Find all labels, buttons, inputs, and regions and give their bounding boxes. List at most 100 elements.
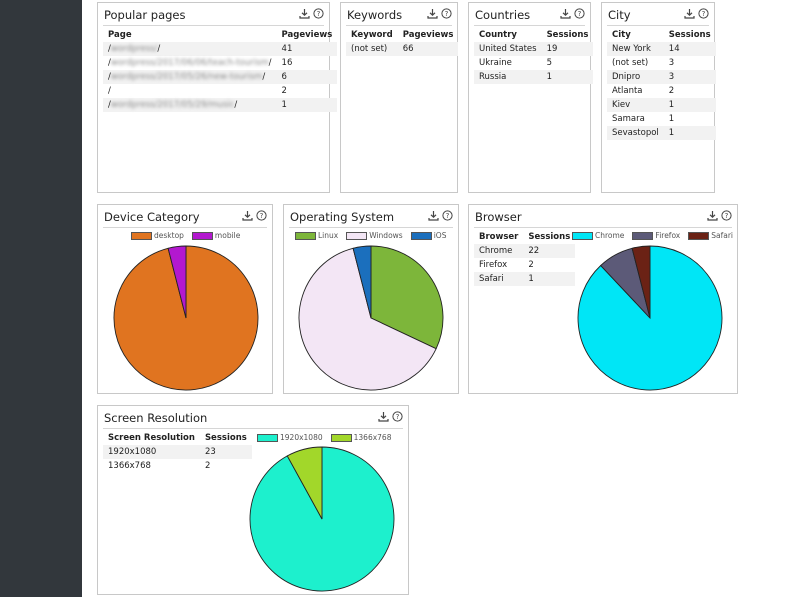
column-header: Sessions — [204, 433, 247, 443]
divider — [474, 227, 732, 228]
countries-table: Country Sessions United States 19 Ukraine 5… — [474, 27, 594, 84]
legend-swatch — [688, 231, 710, 240]
divider — [289, 227, 453, 228]
panel-actions: ? — [299, 8, 324, 20]
column-header: City — [612, 30, 631, 40]
table-row: United States 19 — [474, 42, 594, 56]
legend-item: 1366x768 — [330, 433, 392, 442]
divider — [346, 25, 452, 26]
masked-text: wordpress/ — [110, 44, 158, 54]
table-row: Sevastopol 1 — [607, 126, 716, 140]
pie-slice-linux — [370, 245, 444, 350]
legend-item: Windows — [346, 231, 403, 240]
panel-title: Countries — [475, 8, 531, 22]
panel-title: Screen Resolution — [104, 411, 208, 425]
column-header: Pageviews — [402, 30, 454, 40]
divider — [103, 428, 403, 429]
chart-legend: Chrome Firefox Safari — [572, 231, 733, 240]
legend-label: Safari — [711, 231, 734, 240]
divider — [607, 25, 709, 26]
legend-swatch — [257, 433, 278, 442]
download-icon[interactable] — [427, 8, 438, 19]
panel-title: Operating System — [290, 210, 395, 224]
chart-legend: Linux Windows iOS — [295, 231, 446, 240]
help-icon[interactable]: ? — [721, 210, 732, 221]
legend-item: 1920x1080 — [257, 433, 323, 442]
help-icon[interactable]: ? — [313, 8, 324, 19]
download-icon[interactable] — [560, 8, 571, 19]
legend-item: Safari — [688, 231, 733, 240]
column-header: Page — [108, 30, 132, 40]
chart-legend: desktop mobile — [131, 231, 240, 240]
divider — [474, 25, 585, 26]
divider — [103, 25, 324, 26]
svg-text:?: ? — [445, 10, 449, 18]
table-row: Safari 1 — [474, 272, 576, 286]
browser-panel: Browser ? Browser Sessions Chrome 22 Firef… — [468, 204, 738, 394]
panel-title: Device Category — [104, 210, 200, 224]
os-pie-chart — [298, 245, 444, 391]
help-icon[interactable]: ? — [698, 8, 709, 19]
legend-swatch — [572, 231, 593, 240]
screen-resolution-pie-chart — [249, 446, 395, 592]
column-header: Keyword — [351, 30, 393, 40]
countries-panel: Countries ? Country Sessions United State… — [468, 2, 594, 193]
legend-item: Firefox — [632, 231, 680, 240]
column-header: Sessions — [546, 30, 589, 40]
help-icon[interactable]: ? — [574, 8, 585, 19]
legend-swatch — [410, 231, 432, 240]
table-row: /wordpress/2017/05/26/new-tourism/6 — [103, 70, 338, 84]
legend-label: Windows — [369, 231, 403, 240]
screen-resolution-panel: Screen Resolution ? Screen Resolution Ses… — [97, 405, 409, 595]
legend-item: Linux — [295, 231, 338, 240]
download-icon[interactable] — [707, 210, 718, 221]
help-icon[interactable]: ? — [392, 411, 403, 422]
legend-label: Linux — [318, 231, 339, 240]
download-icon[interactable] — [378, 411, 389, 422]
masked-text: wordpress/2017/05/29/music — [110, 100, 235, 110]
table-row: Firefox 2 — [479, 260, 534, 270]
table-row: New York 14 — [607, 42, 716, 56]
popular-pages-table: Page Pageviews /wordpress//41 /wordpress/… — [103, 27, 338, 112]
download-icon[interactable] — [242, 210, 253, 221]
download-icon[interactable] — [684, 8, 695, 19]
panel-actions: ? — [707, 210, 732, 222]
pie-slice-ios — [352, 245, 372, 319]
divider — [103, 227, 267, 228]
legend-label: mobile — [214, 231, 241, 240]
svg-text:?: ? — [446, 212, 450, 220]
legend-item: mobile — [191, 231, 241, 240]
keywords-panel: Keywords ? Keyword Pageviews (not set) 66 — [340, 2, 459, 193]
panel-actions: ? — [242, 210, 267, 222]
help-icon[interactable]: ? — [442, 210, 453, 221]
panel-title: City — [608, 8, 631, 22]
legend-swatch — [330, 433, 352, 442]
legend-label: iOS — [433, 231, 447, 240]
legend-label: 1366x768 — [353, 433, 392, 442]
legend-swatch — [346, 231, 368, 240]
panel-actions: ? — [428, 210, 453, 222]
legend-label: Firefox — [655, 231, 681, 240]
help-icon[interactable]: ? — [441, 8, 452, 19]
column-header: Country — [479, 30, 517, 40]
legend-label: 1920x1080 — [280, 433, 323, 442]
table-row: (not set) 3 — [612, 58, 675, 68]
svg-text:?: ? — [317, 10, 321, 18]
legend-swatch — [632, 231, 654, 240]
screen-resolution-table: Screen Resolution Sessions 1920x1080 23 13… — [103, 430, 252, 473]
legend-swatch — [131, 231, 152, 240]
panel-actions: ? — [684, 8, 709, 20]
table-row: 1920x1080 23 — [103, 445, 252, 459]
help-icon[interactable]: ? — [256, 210, 267, 221]
download-icon[interactable] — [428, 210, 439, 221]
legend-item: desktop — [131, 231, 184, 240]
column-header: Sessions — [668, 30, 711, 40]
device-pie-chart — [113, 245, 259, 391]
chart-legend: 1920x1080 1366x768 — [257, 433, 391, 442]
device-category-panel: Device Category ? desktop mobile — [97, 204, 273, 394]
operating-system-panel: Operating System ? Linux Windows iOS — [283, 204, 459, 394]
city-panel: City ? City Sessions New York 14 (not set)… — [601, 2, 716, 193]
pie-slice-mobile — [167, 245, 187, 319]
column-header: Screen Resolution — [108, 433, 195, 443]
download-icon[interactable] — [299, 8, 310, 19]
